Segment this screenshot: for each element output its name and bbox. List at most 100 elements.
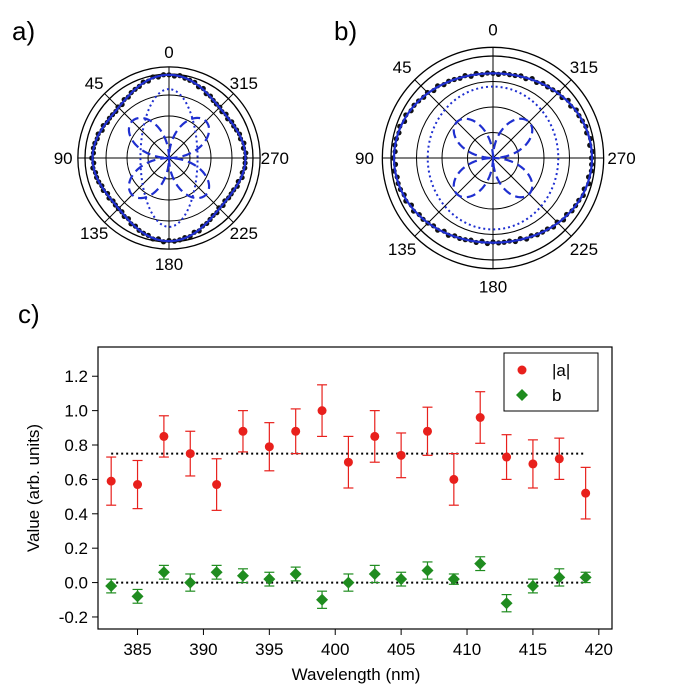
polar-angle-label: 270 bbox=[261, 149, 289, 168]
legend-label-b: b bbox=[552, 386, 561, 405]
y-tick-label: 0.4 bbox=[64, 505, 88, 524]
data-point bbox=[526, 580, 539, 593]
polar-angle-label: 45 bbox=[393, 58, 412, 77]
data-point bbox=[554, 454, 564, 464]
panel-label-c: c) bbox=[18, 299, 40, 329]
data-point bbox=[106, 476, 116, 486]
data-point bbox=[317, 406, 327, 416]
y-axis-title: Value (arb. units) bbox=[24, 424, 43, 552]
data-point bbox=[289, 567, 302, 580]
data-point bbox=[291, 426, 301, 436]
data-point bbox=[236, 569, 249, 582]
y-tick-label: 1.2 bbox=[64, 367, 88, 386]
data-point bbox=[184, 576, 197, 589]
data-point bbox=[238, 426, 248, 436]
data-point bbox=[343, 457, 353, 467]
axes: 385 390 395 400 405 410 415 420 -0.2 0.0 0.2 0.4 0.6… bbox=[59, 367, 613, 659]
polar-angle-label: 225 bbox=[230, 224, 258, 243]
polar-angle-label: 0 bbox=[488, 20, 497, 39]
x-tick-label: 410 bbox=[453, 640, 481, 659]
data-point bbox=[263, 573, 276, 586]
x-tick-label: 405 bbox=[387, 640, 415, 659]
polar-angle-label: 180 bbox=[155, 255, 183, 274]
legend-label-a: |a| bbox=[552, 361, 570, 380]
data-point bbox=[316, 593, 329, 606]
data-point bbox=[342, 576, 355, 589]
y-tick-label: 1.0 bbox=[64, 402, 88, 421]
x-tick-label: 400 bbox=[321, 640, 349, 659]
data-point bbox=[264, 442, 274, 452]
polar-curve-dashed bbox=[452, 117, 534, 199]
data-point bbox=[474, 557, 487, 570]
data-point bbox=[368, 567, 381, 580]
data-point bbox=[475, 413, 485, 422]
polar-spoke bbox=[104, 157, 170, 223]
data-point bbox=[212, 480, 222, 490]
polar-angle-label: 270 bbox=[607, 149, 635, 168]
x-tick-label: 385 bbox=[123, 640, 151, 659]
y-tick-label: 0.0 bbox=[64, 574, 88, 593]
data-point bbox=[553, 571, 566, 584]
polar-angle-label: 135 bbox=[388, 240, 416, 259]
data-point bbox=[500, 597, 513, 610]
polar-angle-label: 90 bbox=[355, 149, 374, 168]
polar-angle-label: 315 bbox=[570, 58, 598, 77]
data-point bbox=[396, 450, 406, 460]
polar-curve-dotted bbox=[426, 85, 560, 231]
scatter-plot-c: 385 390 395 400 405 410 415 420 -0.2 0.0 0.2 0.4 0.6… bbox=[24, 346, 613, 684]
polar-angle-label: 90 bbox=[54, 149, 73, 168]
data-point bbox=[395, 573, 408, 586]
x-tick-label: 420 bbox=[585, 640, 613, 659]
x-tick-label: 390 bbox=[189, 640, 217, 659]
data-point bbox=[422, 426, 432, 436]
data-point bbox=[528, 459, 538, 469]
x-tick-label: 415 bbox=[519, 640, 547, 659]
data-point bbox=[502, 452, 512, 462]
legend-marker-a bbox=[517, 365, 527, 375]
polar-spoke bbox=[492, 157, 572, 237]
panel-label-b: b) bbox=[334, 16, 357, 46]
polar-spoke bbox=[104, 93, 170, 159]
panel-label-a: a) bbox=[12, 16, 35, 46]
polar-curve-total bbox=[392, 72, 594, 244]
polar-angle-label: 315 bbox=[230, 74, 258, 93]
data-point bbox=[370, 431, 380, 441]
polar-angle-label: 135 bbox=[80, 224, 108, 243]
polar-curve-dotted bbox=[139, 88, 199, 228]
polar-angle-label: 225 bbox=[570, 240, 598, 259]
data-point bbox=[579, 571, 592, 584]
x-axis-title: Wavelength (nm) bbox=[292, 665, 421, 684]
data-point bbox=[159, 431, 169, 441]
plot-frame bbox=[97, 346, 613, 630]
data-point bbox=[105, 580, 118, 593]
data-point bbox=[131, 590, 144, 603]
polar-angle-label: 45 bbox=[85, 74, 104, 93]
data-point bbox=[133, 480, 143, 490]
legend: |a| b bbox=[503, 352, 599, 412]
y-tick-label: 0.6 bbox=[64, 470, 88, 489]
polar-angle-label: 0 bbox=[164, 43, 173, 62]
polar-spoke bbox=[168, 157, 234, 223]
x-tick-label: 395 bbox=[255, 640, 283, 659]
series-group bbox=[105, 384, 592, 613]
polar-plot-b: 0 315 270 225 180 135 90 45 bbox=[355, 20, 636, 296]
data-point bbox=[210, 566, 223, 579]
data-point bbox=[581, 488, 591, 498]
series-a bbox=[106, 384, 591, 520]
data-point bbox=[421, 564, 434, 577]
legend-box bbox=[503, 352, 599, 412]
polar-plot-a: 0 315 270 225 180 135 90 45 bbox=[54, 43, 289, 274]
legend-marker-b bbox=[516, 389, 528, 401]
series-b bbox=[105, 556, 592, 613]
y-tick-label: 0.2 bbox=[64, 539, 88, 558]
y-tick-label: 0.8 bbox=[64, 436, 88, 455]
data-point bbox=[447, 573, 460, 586]
data-point bbox=[449, 474, 459, 484]
data-point bbox=[185, 449, 195, 459]
polar-angle-label: 180 bbox=[479, 278, 507, 297]
y-tick-label: -0.2 bbox=[59, 608, 88, 627]
data-point bbox=[157, 566, 170, 579]
polar-curve-total bbox=[91, 73, 247, 243]
polar-spoke bbox=[168, 93, 234, 159]
